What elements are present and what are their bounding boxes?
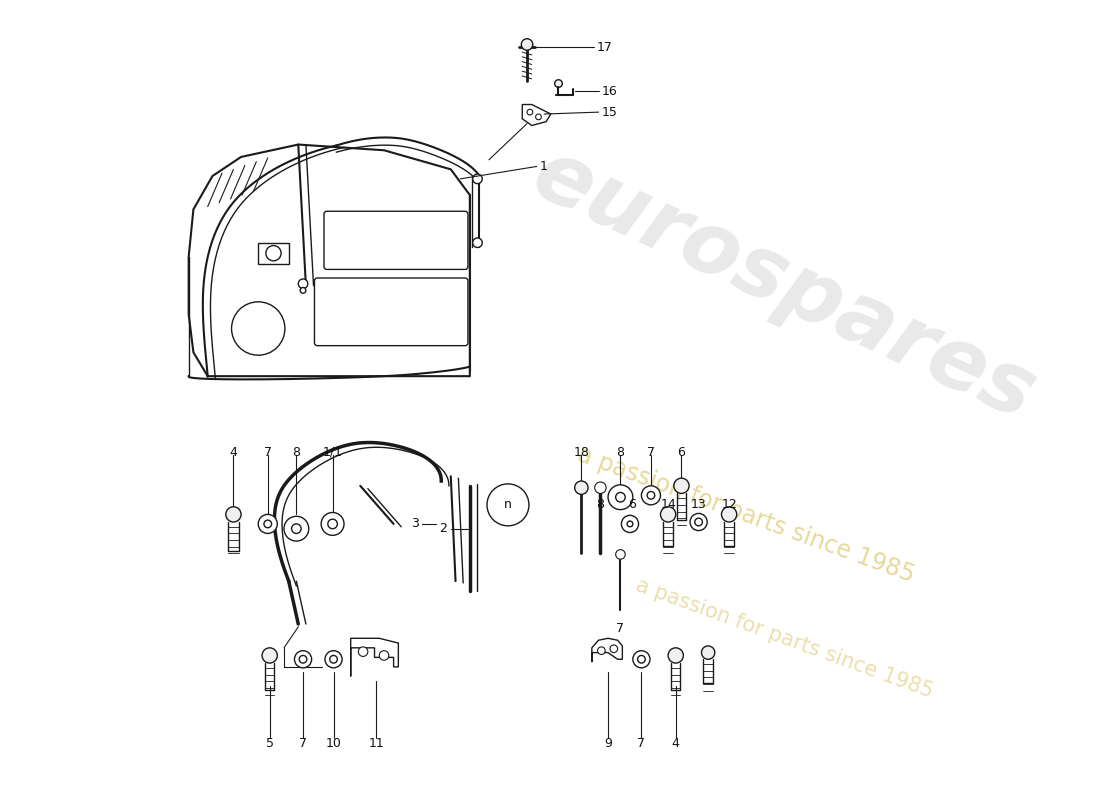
Circle shape xyxy=(330,655,338,663)
Circle shape xyxy=(610,645,617,653)
Text: 7: 7 xyxy=(299,737,307,750)
Circle shape xyxy=(674,478,689,494)
Polygon shape xyxy=(592,638,623,662)
Text: 13: 13 xyxy=(691,498,706,511)
Circle shape xyxy=(258,514,277,534)
Text: 2: 2 xyxy=(439,522,447,535)
Text: 14: 14 xyxy=(660,498,676,511)
Circle shape xyxy=(284,516,309,541)
Circle shape xyxy=(668,648,683,663)
Text: 8: 8 xyxy=(616,446,625,459)
Text: 7: 7 xyxy=(647,446,654,459)
Circle shape xyxy=(321,513,344,535)
Text: a passion for parts since 1985: a passion for parts since 1985 xyxy=(574,442,918,586)
Circle shape xyxy=(473,174,482,184)
Circle shape xyxy=(621,515,639,533)
Text: 11: 11 xyxy=(368,737,384,750)
Circle shape xyxy=(695,518,703,526)
Polygon shape xyxy=(351,638,398,677)
Circle shape xyxy=(641,486,660,505)
Text: 4: 4 xyxy=(230,446,238,459)
Circle shape xyxy=(521,38,532,50)
Text: 15: 15 xyxy=(602,106,617,118)
Text: 3: 3 xyxy=(411,518,419,530)
Circle shape xyxy=(595,482,606,494)
Text: n: n xyxy=(504,498,512,511)
FancyBboxPatch shape xyxy=(324,211,468,270)
Circle shape xyxy=(324,650,342,668)
Circle shape xyxy=(298,279,308,289)
Circle shape xyxy=(295,650,311,668)
Text: eurospares: eurospares xyxy=(520,133,1048,438)
Circle shape xyxy=(264,520,272,528)
Text: 1: 1 xyxy=(539,160,548,173)
Text: a passion for parts since 1985: a passion for parts since 1985 xyxy=(632,575,936,702)
Circle shape xyxy=(660,506,675,522)
Circle shape xyxy=(690,514,707,530)
Circle shape xyxy=(359,647,367,657)
Circle shape xyxy=(266,246,282,261)
Circle shape xyxy=(536,114,541,120)
Circle shape xyxy=(647,491,654,499)
Text: 7: 7 xyxy=(637,737,646,750)
Circle shape xyxy=(473,238,482,247)
Text: 17: 17 xyxy=(596,41,613,54)
Text: 12: 12 xyxy=(722,498,737,511)
Text: 10: 10 xyxy=(326,737,341,750)
Text: 18: 18 xyxy=(573,446,590,459)
Circle shape xyxy=(292,524,301,534)
Text: 5: 5 xyxy=(266,737,274,750)
FancyBboxPatch shape xyxy=(258,242,288,264)
FancyBboxPatch shape xyxy=(315,278,468,346)
Circle shape xyxy=(487,484,529,526)
Circle shape xyxy=(300,287,306,294)
Text: 4: 4 xyxy=(672,737,680,750)
Text: 9: 9 xyxy=(604,737,612,750)
Text: 16: 16 xyxy=(602,85,617,98)
Polygon shape xyxy=(522,105,551,126)
Circle shape xyxy=(616,493,625,502)
Circle shape xyxy=(627,521,632,526)
Circle shape xyxy=(574,481,589,494)
Circle shape xyxy=(231,302,285,355)
Circle shape xyxy=(299,655,307,663)
Circle shape xyxy=(597,647,605,654)
Circle shape xyxy=(702,646,715,659)
Circle shape xyxy=(608,485,632,510)
Circle shape xyxy=(262,648,277,663)
Circle shape xyxy=(554,80,562,87)
Circle shape xyxy=(226,506,241,522)
Text: 1/1: 1/1 xyxy=(322,446,342,459)
Text: 8: 8 xyxy=(596,498,604,511)
Circle shape xyxy=(638,655,646,663)
Circle shape xyxy=(616,550,625,559)
Text: 7: 7 xyxy=(616,622,625,635)
Text: 7: 7 xyxy=(264,446,272,459)
Circle shape xyxy=(632,650,650,668)
Text: 8: 8 xyxy=(293,446,300,459)
Text: 6: 6 xyxy=(628,498,636,511)
Circle shape xyxy=(722,506,737,522)
Text: 6: 6 xyxy=(678,446,685,459)
Circle shape xyxy=(527,110,532,115)
Circle shape xyxy=(328,519,338,529)
Circle shape xyxy=(379,650,388,660)
